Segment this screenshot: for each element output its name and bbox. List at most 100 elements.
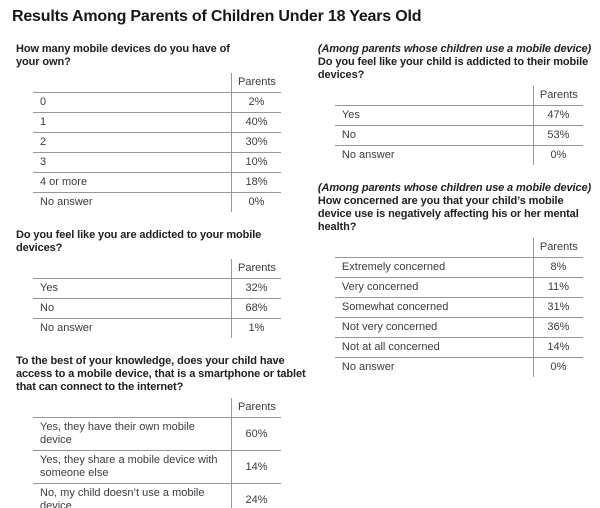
page-title: Results Among Parents of Children Under … <box>12 8 422 25</box>
row-value: 0% <box>532 146 583 165</box>
row-value: 14% <box>532 338 583 357</box>
question-text: To the best of your knowledge, does your… <box>16 355 306 393</box>
row-label: Somewhat concerned <box>341 301 449 313</box>
row-value: 60% <box>231 418 281 450</box>
column-header-parents: Parents <box>532 86 583 105</box>
row-value: 40% <box>231 113 281 132</box>
table-row: 1 40% <box>33 113 281 133</box>
header-spacer <box>33 259 231 278</box>
table-row: 0 2% <box>33 93 281 113</box>
row-value: 11% <box>532 278 583 297</box>
table-row: Yes, they have their own mobile device 60… <box>33 418 281 451</box>
question-title: (Among parents whose children use a mobi… <box>318 43 600 82</box>
row-value: 8% <box>532 258 583 277</box>
question-intro: (Among parents whose children use a mobi… <box>317 43 592 55</box>
row-label: No answer <box>40 322 93 334</box>
row-label: No answer <box>40 196 93 208</box>
row-value: 47% <box>532 106 583 125</box>
question-block-devices-owned: How many mobile devices do you have of y… <box>16 43 310 212</box>
row-value: 0% <box>231 193 281 212</box>
table-row: Very concerned 11% <box>334 278 583 298</box>
table-row: No 53% <box>334 126 583 146</box>
header-spacer <box>335 238 533 257</box>
row-label: Yes, they have their own mobile device <box>40 421 195 446</box>
question-block-child-addicted: (Among parents whose children use a mobi… <box>318 43 600 165</box>
question-text: Do you feel like you are addicted to you… <box>16 229 262 254</box>
table-header-row: Parents <box>334 238 583 258</box>
row-label: No <box>40 302 55 314</box>
columns-container: How many mobile devices do you have of y… <box>12 43 600 508</box>
row-value: 31% <box>532 298 583 317</box>
column-header-parents: Parents <box>532 238 583 257</box>
left-column: How many mobile devices do you have of y… <box>12 43 310 508</box>
row-value: 18% <box>231 173 281 192</box>
right-column: (Among parents whose children use a mobi… <box>310 43 600 508</box>
row-label: Yes <box>341 109 360 121</box>
header-spacer <box>335 86 533 105</box>
question-block-child-access: To the best of your knowledge, does your… <box>16 355 310 508</box>
question-title: (Among parents whose children use a mobi… <box>318 182 600 234</box>
table-row: No answer 0% <box>335 358 583 377</box>
table-row: No, my child doesn’t use a mobile device… <box>33 484 281 508</box>
table-row: 2 30% <box>33 133 281 153</box>
question-title: How many mobile devices do you have of y… <box>16 43 240 69</box>
header-spacer <box>33 73 231 92</box>
header-spacer <box>33 398 231 417</box>
results-table-child-access: Parents Yes, they have their own mobile d… <box>33 398 281 508</box>
row-label: No, my child doesn’t use a mobile device <box>40 487 205 508</box>
row-value: 24% <box>231 484 281 508</box>
row-label: Very concerned <box>341 281 419 293</box>
table-row: Somewhat concerned 31% <box>334 298 583 318</box>
table-header-row: Parents <box>334 86 583 106</box>
question-text: Do you feel like your child is addicted … <box>317 56 589 81</box>
row-label: No <box>341 129 356 141</box>
row-value: 36% <box>532 318 583 337</box>
table-row: No 68% <box>33 299 281 319</box>
row-label: 2 <box>40 136 47 148</box>
table-row: Not very concerned 36% <box>334 318 583 338</box>
table-row: 3 10% <box>33 153 281 173</box>
row-value: 0% <box>532 358 583 377</box>
question-block-mental-health-concern: (Among parents whose children use a mobi… <box>318 182 600 377</box>
row-value: 68% <box>231 299 281 318</box>
row-label: Not very concerned <box>341 321 438 333</box>
row-label: 3 <box>40 156 47 168</box>
question-text: How concerned are you that your child’s … <box>317 195 579 233</box>
column-header-parents: Parents <box>231 259 281 278</box>
column-header-parents: Parents <box>231 398 281 417</box>
table-header-row: Parents <box>33 398 281 418</box>
row-label: 4 or more <box>40 176 88 188</box>
question-title: Do you feel like you are addicted to you… <box>16 229 270 255</box>
results-table-mental-health-concern: Parents Extremely concerned 8% Very concern… <box>334 238 583 377</box>
row-label: Yes <box>40 282 58 294</box>
column-header-parents: Parents <box>231 73 281 92</box>
table-row: Yes 32% <box>33 279 281 299</box>
row-value: 14% <box>231 451 281 483</box>
row-value: 2% <box>231 93 281 112</box>
question-text: How many mobile devices do you have of y… <box>16 43 230 68</box>
row-label: Yes, they share a mobile device with som… <box>40 454 218 479</box>
table-header-row: Parents <box>33 73 281 93</box>
question-block-parent-addicted: Do you feel like you are addicted to you… <box>16 229 310 338</box>
row-label: No answer <box>341 149 395 161</box>
results-table-parent-addicted: Parents Yes 32% No 68% No answer 1% <box>33 259 281 338</box>
row-label: Extremely concerned <box>341 261 446 273</box>
table-row: No answer 1% <box>33 319 281 338</box>
row-value: 1% <box>231 319 281 338</box>
table-row: Not at all concerned 14% <box>334 338 583 358</box>
table-header-row: Parents <box>33 259 281 279</box>
row-value: 30% <box>231 133 281 152</box>
table-row: Extremely concerned 8% <box>334 258 583 278</box>
row-label: No answer <box>341 361 395 373</box>
row-label: 1 <box>40 116 47 128</box>
row-label: 0 <box>40 96 47 108</box>
table-row: Yes 47% <box>334 106 583 126</box>
question-intro: (Among parents whose children use a mobi… <box>317 182 592 194</box>
row-value: 10% <box>231 153 281 172</box>
row-value: 53% <box>532 126 583 145</box>
table-row: No answer 0% <box>33 193 281 212</box>
row-value: 32% <box>231 279 281 298</box>
table-row: No answer 0% <box>335 146 583 165</box>
results-table-child-addicted: Parents Yes 47% No 53% No answer 0% <box>334 86 583 165</box>
table-row: Yes, they share a mobile device with som… <box>33 451 281 484</box>
